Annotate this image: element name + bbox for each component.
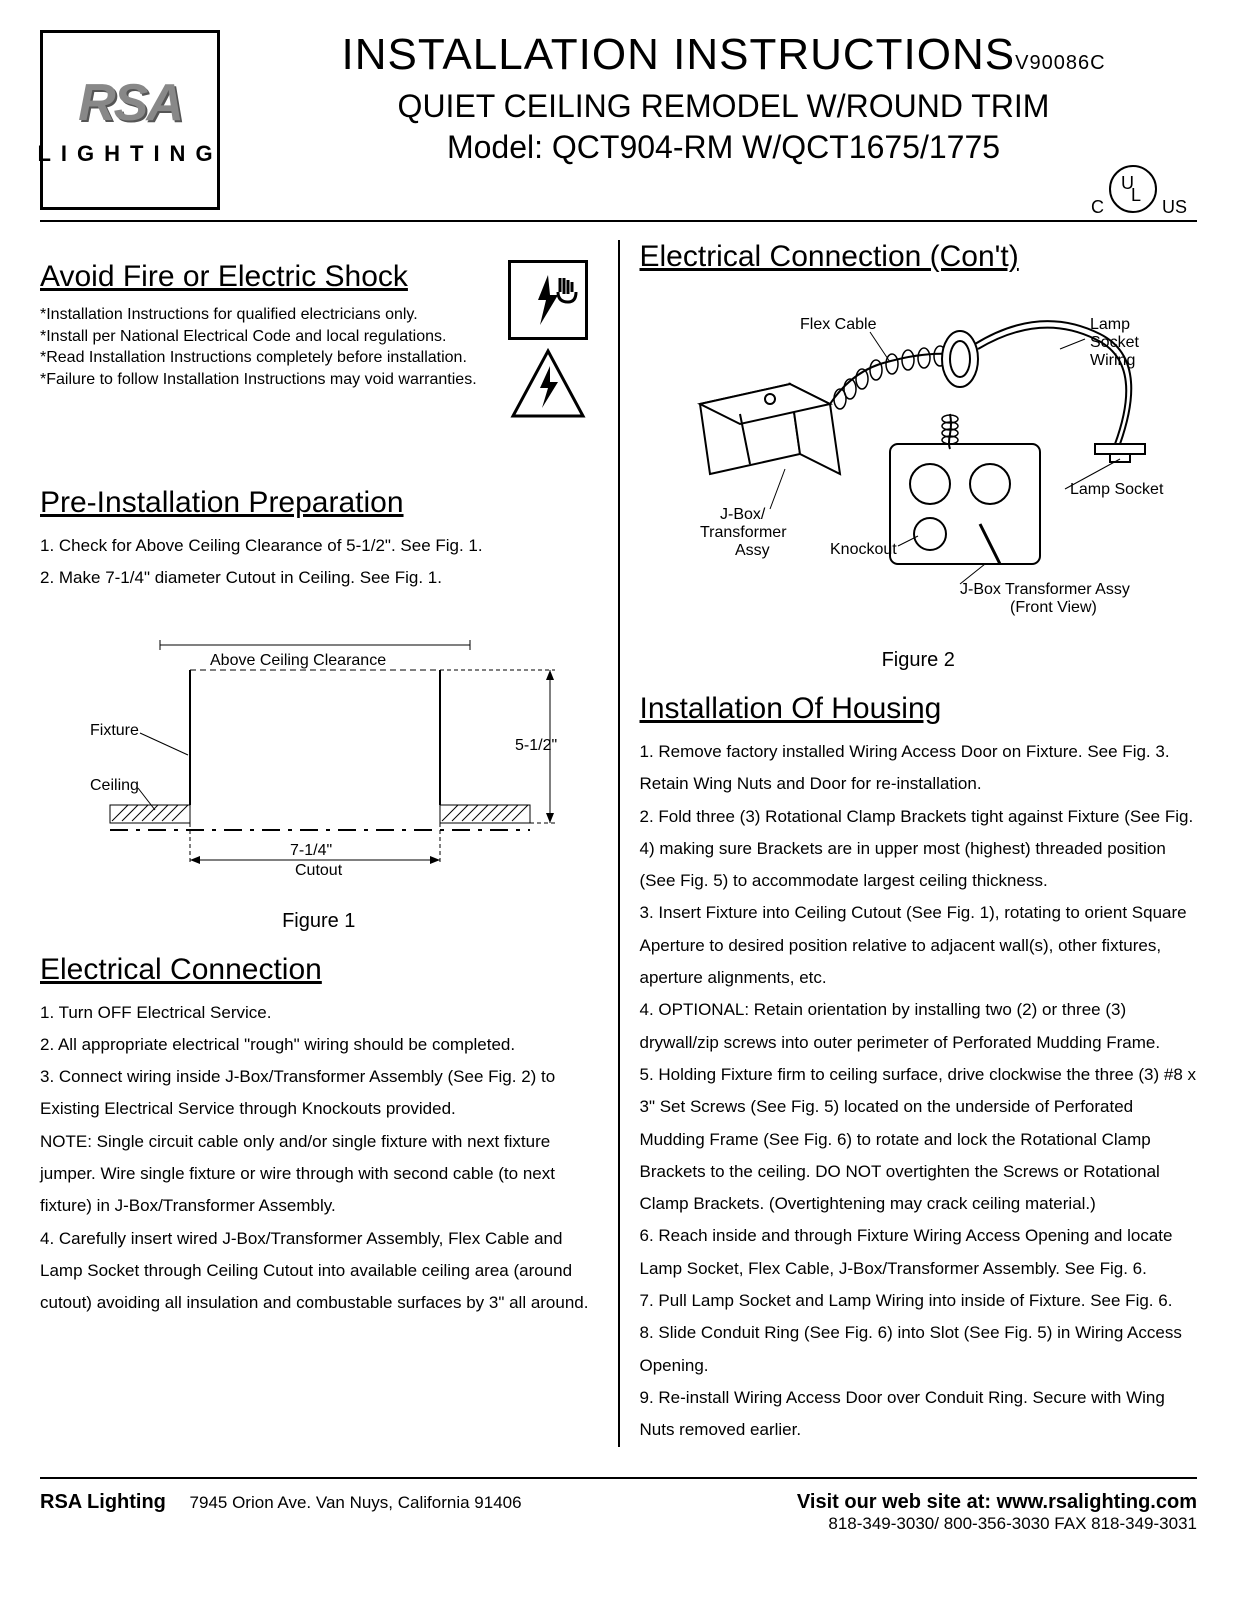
housing-step: 6. Reach inside and through Fixture Wiri… [640, 1220, 1198, 1285]
housing-step: 1. Remove factory installed Wiring Acces… [640, 736, 1198, 801]
footer: RSA Lighting 7945 Orion Ave. Van Nuys, C… [40, 1477, 1197, 1534]
logo-rsa-text: RSA [78, 73, 182, 133]
title-block: INSTALLATION INSTRUCTIONSV90086C QUIET C… [250, 30, 1197, 166]
figure-1: Above Ceiling Clearance Fixture Ceiling [40, 615, 598, 933]
svg-text:Transformer: Transformer [700, 524, 787, 541]
electric-hand-icon [508, 260, 588, 340]
ul-right: US [1162, 197, 1187, 217]
footer-phones: 818-349-3030/ 800-356-3030 FAX 818-349-3… [797, 1514, 1197, 1534]
fig2-lamp-wiring: Lamp [1090, 316, 1130, 333]
housing-heading: Installation Of Housing [640, 692, 1198, 726]
electrical-step: 1. Turn OFF Electrical Service. [40, 997, 598, 1029]
ul-circle-icon: UL [1109, 165, 1157, 213]
ul-left: C [1091, 197, 1104, 217]
electrical-step: NOTE: Single circuit cable only and/or s… [40, 1126, 598, 1223]
shock-triangle-icon [508, 346, 588, 426]
fig1-label-fixture: Fixture [90, 722, 139, 739]
svg-text:L: L [1131, 185, 1141, 205]
housing-step: 8. Slide Conduit Ring (See Fig. 6) into … [640, 1317, 1198, 1382]
warning-icons [508, 260, 598, 426]
svg-text:(Front View): (Front View) [1010, 599, 1097, 616]
housing-step: 5. Holding Fixture firm to ceiling surfa… [640, 1059, 1198, 1220]
housing-step: 2. Fold three (3) Rotational Clamp Brack… [640, 801, 1198, 898]
ul-listing-mark: C UL US [1091, 165, 1187, 218]
electrical-cont-heading: Electrical Connection (Con't) [640, 240, 1198, 274]
footer-address: 7945 Orion Ave. Van Nuys, California 914… [190, 1493, 522, 1512]
fig2-flex-cable: Flex Cable [800, 316, 877, 333]
pre-install-step: 2. Make 7-1/4" diameter Cutout in Ceilin… [40, 562, 598, 594]
fig1-label-cutout: Cutout [295, 862, 343, 879]
electrical-step: 2. All appropriate electrical "rough" wi… [40, 1029, 598, 1061]
footer-left: RSA Lighting 7945 Orion Ave. Van Nuys, C… [40, 1491, 522, 1514]
housing-step: 7. Pull Lamp Socket and Lamp Wiring into… [640, 1285, 1198, 1317]
fig1-label-above: Above Ceiling Clearance [210, 652, 386, 669]
electrical-step: 4. Carefully insert wired J-Box/Transfor… [40, 1223, 598, 1320]
housing-steps: 1. Remove factory installed Wiring Acces… [640, 736, 1198, 1447]
electrical-step: 3. Connect wiring inside J-Box/Transform… [40, 1061, 598, 1126]
footer-website: Visit our web site at: www.rsalighting.c… [797, 1491, 1197, 1514]
figure-2: Flex Cable Lamp Socket Wiring J-Box/ Tra… [640, 294, 1198, 672]
right-column: Electrical Connection (Con't) [640, 240, 1198, 1447]
model-line: Model: QCT904-RM W/QCT1675/1775 [250, 129, 1197, 166]
svg-text:Socket: Socket [1090, 334, 1139, 351]
main-title: INSTALLATION INSTRUCTIONSV90086C [250, 30, 1197, 80]
svg-text:Assy: Assy [735, 542, 770, 559]
footer-company: RSA Lighting [40, 1491, 166, 1513]
pre-install-step: 1. Check for Above Ceiling Clearance of … [40, 530, 598, 562]
fig2-knockout: Knockout [830, 541, 897, 558]
pre-install-heading: Pre-Installation Preparation [40, 486, 598, 520]
svg-text:J-Box/: J-Box/ [720, 506, 766, 523]
housing-step: 4. OPTIONAL: Retain orientation by insta… [640, 994, 1198, 1059]
header-divider [40, 220, 1197, 222]
fig1-label-ceiling: Ceiling [90, 777, 139, 794]
left-column: Avoid Fire or Electric Shock *Installati… [40, 240, 598, 1447]
avoid-fire-block: Avoid Fire or Electric Shock *Installati… [40, 260, 598, 426]
electrical-heading: Electrical Connection [40, 953, 598, 987]
electrical-steps: 1. Turn OFF Electrical Service. 2. All a… [40, 997, 598, 1320]
subtitle: QUIET CEILING REMODEL W/ROUND TRIM [250, 88, 1197, 125]
version-text: V90086C [1015, 52, 1105, 74]
figure1-caption: Figure 1 [40, 910, 598, 933]
fig2-lamp-socket: Lamp Socket [1070, 481, 1164, 498]
svg-text:J-Box Transformer Assy: J-Box Transformer Assy [960, 581, 1130, 598]
logo: RSA LIGHTING [40, 30, 220, 210]
logo-lighting-text: LIGHTING [37, 141, 222, 167]
footer-right: Visit our web site at: www.rsalighting.c… [797, 1491, 1197, 1534]
svg-text:Wiring: Wiring [1090, 352, 1135, 369]
figure2-caption: Figure 2 [640, 649, 1198, 672]
header: RSA LIGHTING INSTALLATION INSTRUCTIONSV9… [40, 30, 1197, 210]
body-columns: Avoid Fire or Electric Shock *Installati… [40, 240, 1197, 1447]
column-divider [618, 240, 620, 1447]
main-title-text: INSTALLATION INSTRUCTIONS [341, 30, 1015, 79]
fig1-label-height: 5-1/2" [515, 737, 557, 754]
pre-install-steps: 1. Check for Above Ceiling Clearance of … [40, 530, 598, 595]
housing-step: 3. Insert Fixture into Ceiling Cutout (S… [640, 897, 1198, 994]
fig1-label-cutout-dim: 7-1/4" [290, 842, 332, 859]
housing-step: 9. Re-install Wiring Access Door over Co… [640, 1382, 1198, 1447]
